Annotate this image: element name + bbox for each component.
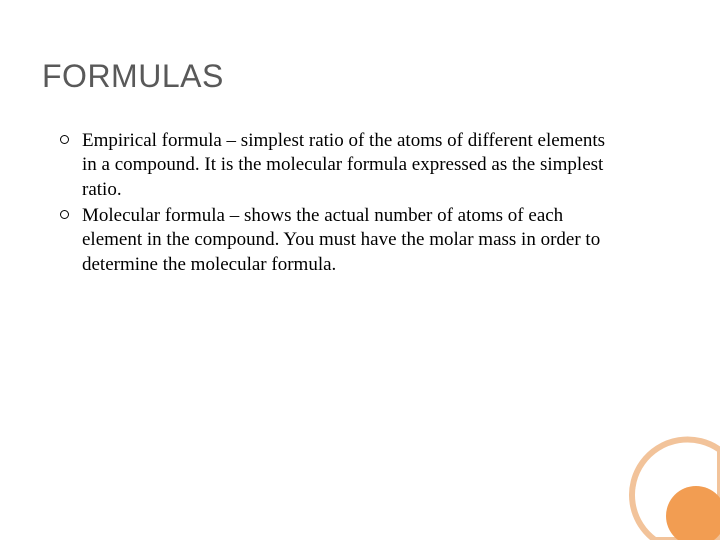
bullet-marker-icon [60,210,69,219]
slide: FORMULAS Empirical formula – simplest ra… [0,0,720,540]
bullet-list: Empirical formula – simplest ratio of th… [42,129,678,277]
list-item: Molecular formula – shows the actual num… [60,204,620,277]
bullet-text: Molecular formula – shows the actual num… [82,205,600,275]
corner-decoration-icon [600,420,720,540]
bullet-marker-icon [60,135,69,144]
list-item: Empirical formula – simplest ratio of th… [60,129,620,202]
page-title: FORMULAS [42,58,678,95]
bullet-text: Empirical formula – simplest ratio of th… [82,130,605,200]
